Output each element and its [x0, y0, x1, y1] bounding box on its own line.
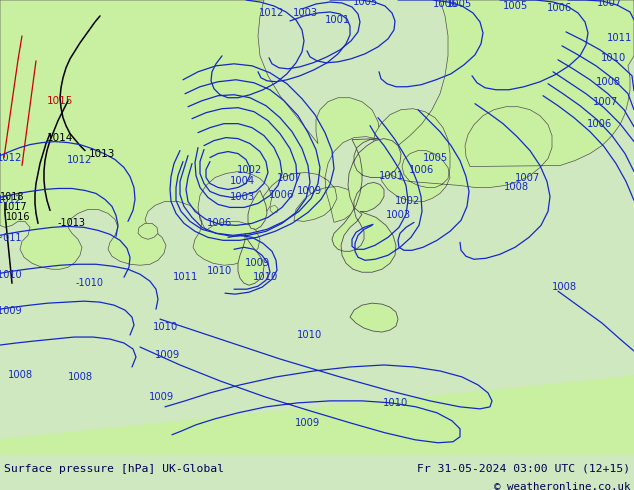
Text: 1002: 1002 [237, 165, 262, 174]
Text: 1008: 1008 [552, 282, 576, 292]
Text: 1007: 1007 [597, 0, 623, 8]
Text: 1004: 1004 [230, 176, 255, 187]
Text: 1005: 1005 [424, 152, 449, 163]
Text: 1001: 1001 [379, 171, 404, 180]
Text: 1006: 1006 [432, 0, 458, 9]
Text: 1009: 1009 [150, 392, 174, 402]
Text: 1015: 1015 [47, 96, 73, 106]
Text: 1005: 1005 [448, 0, 472, 9]
Polygon shape [373, 0, 634, 201]
Text: 1008: 1008 [503, 182, 529, 193]
Text: 1009: 1009 [155, 350, 181, 360]
Polygon shape [270, 205, 278, 214]
Text: 1013: 1013 [89, 148, 115, 159]
Text: 1009: 1009 [295, 418, 321, 428]
Text: 1006: 1006 [269, 191, 295, 200]
Text: 1002: 1002 [396, 196, 420, 206]
Polygon shape [0, 375, 634, 455]
Text: 1007: 1007 [278, 172, 302, 182]
Text: 1003: 1003 [230, 193, 255, 202]
Text: ~1009: ~1009 [0, 306, 22, 316]
Polygon shape [0, 0, 388, 269]
Text: 1010: 1010 [602, 53, 626, 63]
Text: © weatheronline.co.uk: © weatheronline.co.uk [493, 482, 630, 490]
Text: 1007: 1007 [592, 97, 618, 107]
Text: 1010: 1010 [207, 266, 233, 276]
Text: 1011: 1011 [607, 33, 633, 43]
Text: 1006: 1006 [547, 3, 573, 13]
Text: 1018: 1018 [0, 193, 24, 202]
Polygon shape [332, 139, 401, 272]
Text: 1006: 1006 [207, 219, 233, 228]
Text: 1012: 1012 [0, 152, 23, 163]
Text: 1005: 1005 [353, 0, 378, 7]
Text: 1006: 1006 [410, 165, 435, 174]
Polygon shape [248, 191, 267, 229]
Text: 1012: 1012 [67, 154, 93, 165]
Text: ~1010: ~1010 [0, 270, 22, 280]
Text: -1010: -1010 [76, 278, 104, 288]
Text: 1012: 1012 [0, 196, 23, 205]
Text: 1009: 1009 [297, 187, 323, 196]
Text: 1003: 1003 [385, 210, 411, 221]
Text: 1008: 1008 [67, 372, 93, 382]
Text: 1010: 1010 [297, 330, 323, 340]
Text: 1010: 1010 [382, 398, 408, 408]
Text: ~011: ~011 [0, 233, 22, 244]
Text: 1009: 1009 [245, 258, 271, 268]
Text: Fr 31-05-2024 03:00 UTC (12+15): Fr 31-05-2024 03:00 UTC (12+15) [417, 464, 630, 474]
Text: 1010: 1010 [152, 322, 178, 332]
Text: 1007: 1007 [515, 172, 541, 182]
Text: 1008: 1008 [8, 370, 32, 380]
Text: Surface pressure [hPa] UK-Global: Surface pressure [hPa] UK-Global [4, 464, 224, 474]
Text: 1010: 1010 [252, 272, 278, 282]
Text: 1001: 1001 [325, 15, 351, 25]
Text: 1003: 1003 [292, 8, 318, 18]
Text: 1016: 1016 [6, 212, 30, 222]
Text: 1008: 1008 [595, 77, 621, 87]
Text: 1005: 1005 [502, 1, 527, 11]
Polygon shape [238, 233, 264, 285]
Text: 1017: 1017 [3, 202, 27, 213]
Text: 1011: 1011 [173, 272, 198, 282]
Polygon shape [138, 223, 158, 239]
Text: 1012: 1012 [259, 8, 285, 18]
Polygon shape [350, 303, 398, 332]
Text: -1013: -1013 [58, 219, 86, 228]
Text: 1014: 1014 [47, 133, 73, 143]
Text: 1006: 1006 [587, 119, 612, 129]
